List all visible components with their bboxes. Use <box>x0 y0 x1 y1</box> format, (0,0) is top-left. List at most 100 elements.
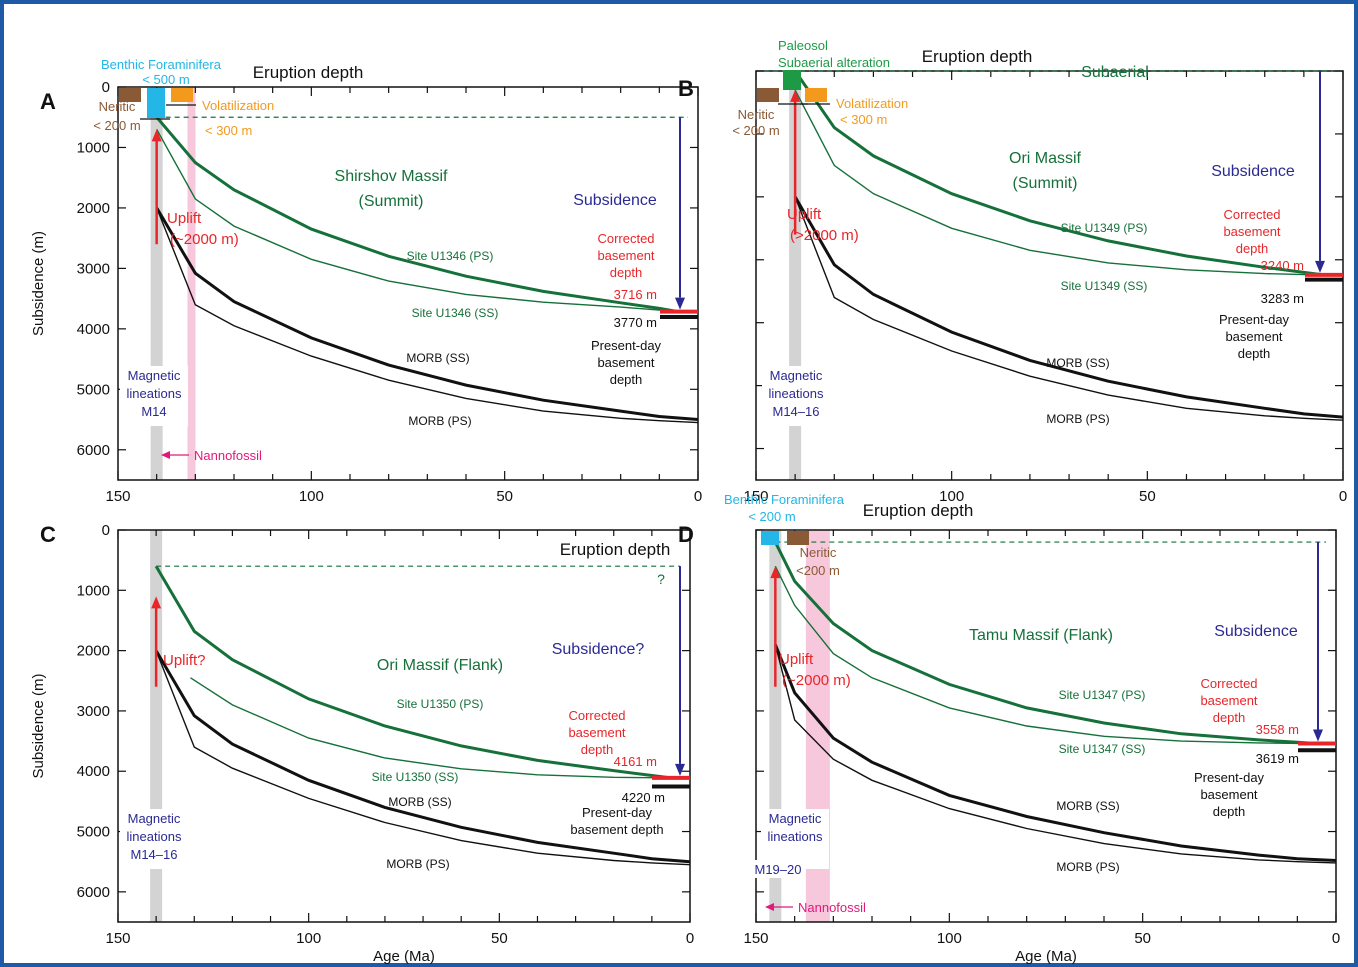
eruption-depth-label: Eruption depth <box>253 63 364 82</box>
series-line <box>190 677 671 779</box>
series-label: Site U1350 (SS) <box>372 770 459 784</box>
subsidence-label: Subsidence <box>1211 163 1295 180</box>
panel-letter: D <box>678 522 694 547</box>
magnetic-label: Magnetic <box>128 811 181 826</box>
volatilization-box <box>805 88 827 102</box>
subsidence-arrowhead <box>1313 729 1323 742</box>
series-label: Site U1349 (SS) <box>1061 279 1148 293</box>
uplift-label: Uplift <box>779 651 814 668</box>
nannofossil-label: Nannofossil <box>194 448 262 463</box>
present-value: 3770 m <box>614 315 657 330</box>
series-line <box>155 116 679 314</box>
corrected-label: Corrected <box>597 231 654 246</box>
magnetic-label-bg2 <box>755 860 805 878</box>
massif-title-sub: (Summit) <box>359 193 424 210</box>
y-tick-label: 3000 <box>77 260 110 277</box>
series-line <box>774 644 1337 864</box>
magnetic-label: lineations <box>127 829 182 844</box>
x-tick-label: 50 <box>491 930 508 947</box>
x-tick-label: 150 <box>105 930 130 947</box>
present-label: Present-day <box>1219 312 1290 327</box>
corrected-label: Corrected <box>568 708 625 723</box>
present-label: basement <box>1200 787 1257 802</box>
series-line <box>793 70 1324 277</box>
present-label: depth <box>1238 346 1271 361</box>
series-label: Site U1349 (PS) <box>1061 221 1148 235</box>
corrected-label: basement <box>1200 693 1257 708</box>
magnetic-label: lineations <box>769 386 824 401</box>
plot-frame <box>117 529 691 923</box>
indicator-sub: < 200 m <box>732 123 779 138</box>
subsidence-label: Subsidence <box>1214 623 1298 640</box>
magnetic-label: Magnetic <box>769 811 822 826</box>
corrected-label: basement <box>1223 224 1280 239</box>
magnetic-label-bg <box>762 366 830 426</box>
series-line <box>155 207 699 421</box>
present-label: basement <box>597 355 654 370</box>
series-label: Site U1346 (SS) <box>412 306 499 320</box>
x-tick-label: 100 <box>299 488 324 505</box>
series-label: MORB (SS) <box>388 795 451 809</box>
massif-title: Tamu Massif (Flank) <box>969 627 1113 644</box>
paleosol-label: Subaerial alteration <box>778 55 890 70</box>
corrected-value: 4161 m <box>614 754 657 769</box>
subsidence-arrowhead <box>675 297 685 310</box>
neritic-box <box>787 531 809 545</box>
corrected-value: 3558 m <box>1256 722 1299 737</box>
series-line <box>774 565 1317 745</box>
present-label: Present-day <box>1194 770 1265 785</box>
uplift-arrowhead <box>151 596 162 609</box>
x-tick-label: 0 <box>694 488 702 505</box>
series-line <box>154 649 691 864</box>
indicator-label: Volatilization <box>202 98 274 113</box>
present-value: 4220 m <box>622 790 665 805</box>
neritic-box <box>119 88 141 102</box>
massif-title-sub: (Summit) <box>1013 175 1078 192</box>
present-label: depth <box>1213 804 1246 819</box>
uplift-label: Uplift <box>167 210 202 227</box>
eruption-depth-label: Eruption depth <box>863 501 974 520</box>
series-line <box>773 541 1317 745</box>
uplift-amount: (~2000 m) <box>782 672 851 689</box>
subsidence-label: Subsidence? <box>552 641 645 658</box>
subaerial-label: Subaerial <box>1081 64 1149 81</box>
y-tick-label: 2000 <box>77 643 110 660</box>
present-value: 3283 m <box>1261 291 1304 306</box>
panel-a: 0 1000 2000 3000 4000 5000 6000 150 100 50 0 Subsid… <box>30 57 702 505</box>
uplift-arrowhead <box>151 129 162 142</box>
uplift-label: Uplift <box>787 206 822 223</box>
magnetic-label: M14–16 <box>773 404 820 419</box>
present-label: basement depth <box>570 822 663 837</box>
massif-title: Ori Massif <box>1009 150 1082 167</box>
series-label: MORB (PS) <box>1046 412 1109 426</box>
panel-d: 150 100 50 0 Age (Ma) D Site U1347 (PS) Site U1… <box>678 492 1340 965</box>
panel-letter: A <box>40 89 56 114</box>
corrected-label: Corrected <box>1200 676 1257 691</box>
y-tick-label: 0 <box>102 79 110 96</box>
y-tick-label: 5000 <box>77 381 110 398</box>
corrected-label: depth <box>1213 710 1246 725</box>
series-label: MORB (PS) <box>386 857 449 871</box>
series-label: Site U1347 (PS) <box>1059 688 1146 702</box>
y-axis-label: Subsidence (m) <box>30 231 47 336</box>
uplift-amount: (>2000 m) <box>790 227 859 244</box>
series-label: MORB (SS) <box>1046 356 1109 370</box>
indicator-label: Volatilization <box>836 96 908 111</box>
panel-letter: B <box>678 76 694 101</box>
y-tick-label: 4000 <box>77 321 110 338</box>
benthic-box <box>147 88 165 118</box>
y-tick-label: 1000 <box>77 582 110 599</box>
paleosol-label: Paleosol <box>778 38 828 53</box>
indicator-sub: < 500 m <box>142 72 189 87</box>
magnetic-label: lineations <box>768 829 823 844</box>
present-value: 3619 m <box>1256 751 1299 766</box>
y-tick-label: 6000 <box>77 884 110 901</box>
paleosol-box <box>783 70 801 90</box>
massif-title: Shirshov Massif <box>335 168 448 185</box>
subsidence-arrowhead <box>675 763 685 776</box>
x-tick-label: 150 <box>105 488 130 505</box>
y-tick-label: 0 <box>102 522 110 539</box>
present-label: Present-day <box>591 338 662 353</box>
uncertainty-mark: ? <box>657 571 665 587</box>
